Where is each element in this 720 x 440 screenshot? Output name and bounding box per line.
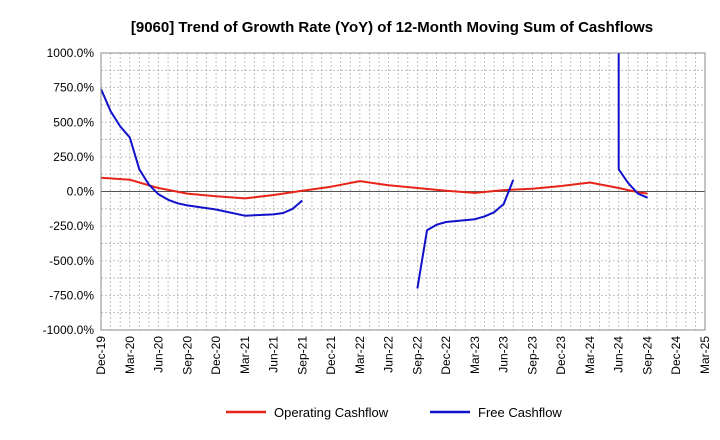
legend-free-label: Free Cashflow bbox=[478, 405, 562, 420]
x-tick-label: Jun-23 bbox=[497, 336, 511, 373]
y-tick-label: 250.0% bbox=[53, 150, 94, 164]
y-tick-label: 0.0% bbox=[67, 185, 95, 199]
x-tick-label: Mar-24 bbox=[583, 336, 597, 374]
y-tick-label: 1000.0% bbox=[47, 46, 95, 60]
x-tick-label: Dec-22 bbox=[439, 336, 453, 375]
x-tick-label: Sep-21 bbox=[295, 336, 309, 375]
x-tick-label: Jun-22 bbox=[382, 336, 396, 373]
x-tick-label: Mar-20 bbox=[123, 336, 137, 374]
x-tick-label: Jun-21 bbox=[267, 336, 281, 373]
plot-frame bbox=[100, 52, 706, 331]
grid bbox=[100, 52, 706, 331]
chart-title: [9060] Trend of Growth Rate (YoY) of 12-… bbox=[131, 19, 653, 36]
x-tick-label: Jun-24 bbox=[612, 336, 626, 373]
free-cashflow-line bbox=[617, 53, 648, 199]
y-axis-ticks: 1000.0% 750.0% 500.0% 250.0% 0.0% -250.0% -500… bbox=[43, 46, 95, 337]
x-tick-label: Mar-21 bbox=[238, 336, 252, 374]
series-lines bbox=[100, 53, 648, 289]
free-cashflow-line bbox=[416, 179, 515, 289]
x-tick-label: Sep-23 bbox=[525, 336, 539, 375]
legend-operating-label: Operating Cashflow bbox=[274, 405, 389, 420]
x-tick-label: Dec-23 bbox=[554, 336, 568, 375]
x-tick-label: Sep-22 bbox=[410, 336, 424, 375]
x-tick-label: Sep-24 bbox=[640, 336, 654, 375]
x-tick-label: Dec-20 bbox=[209, 336, 223, 375]
y-tick-label: -1000.0% bbox=[43, 323, 95, 337]
y-tick-label: 750.0% bbox=[53, 81, 94, 95]
operating-cashflow-line bbox=[100, 176, 648, 200]
x-tick-label: Dec-19 bbox=[94, 336, 108, 375]
y-tick-label: -250.0% bbox=[49, 219, 94, 233]
x-tick-label: Sep-20 bbox=[180, 336, 194, 375]
x-tick-label: Mar-22 bbox=[353, 336, 367, 374]
legend: Operating Cashflow Free Cashflow bbox=[226, 405, 562, 420]
free-cashflow-line bbox=[100, 88, 303, 217]
y-tick-label: -750.0% bbox=[49, 288, 94, 302]
x-tick-label: Dec-24 bbox=[669, 336, 683, 375]
x-tick-label: Dec-21 bbox=[324, 336, 338, 375]
x-axis-ticks: Dec-19 Mar-20 Jun-20 Sep-20 Dec-20 Mar-21 Jun-… bbox=[94, 336, 712, 375]
y-tick-label: 500.0% bbox=[53, 115, 94, 129]
x-tick-label: Jun-20 bbox=[152, 336, 166, 373]
x-tick-label: Mar-23 bbox=[468, 336, 482, 374]
y-tick-label: -500.0% bbox=[49, 254, 94, 268]
x-tick-label: Mar-25 bbox=[698, 336, 712, 374]
